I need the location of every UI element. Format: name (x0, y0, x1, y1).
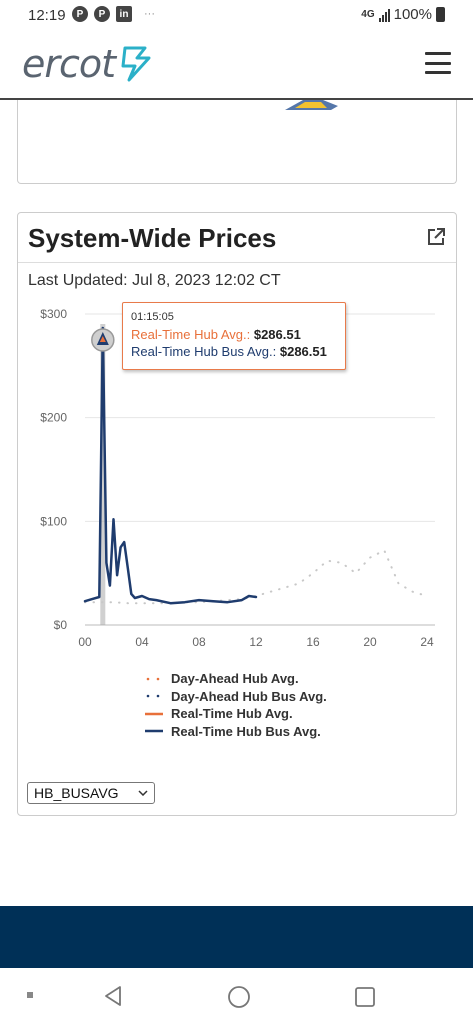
tooltip-label: Real-Time Hub Avg.: (131, 327, 251, 342)
status-time: 12:19 (28, 7, 66, 24)
signal-icon (378, 8, 390, 22)
card-title: System-Wide Prices (28, 223, 277, 253)
legend-item[interactable]: Day-Ahead Hub Bus Avg. (145, 688, 327, 706)
y-tick-label: $0 (54, 618, 68, 632)
tooltip-row-rt-hub-bus: Real-Time Hub Bus Avg.: $286.51 (131, 343, 337, 360)
legend-swatch-rt-hub-bus (145, 730, 163, 733)
chart-tooltip: 01:15:05 Real-Time Hub Avg.: $286.51 Rea… (122, 302, 346, 370)
map-fragment-icon (285, 100, 338, 110)
network-type: 4G (361, 9, 375, 20)
x-tick-label: 24 (420, 635, 434, 649)
card-divider (18, 262, 456, 263)
legend-swatch-da-hub-bus (146, 694, 160, 698)
legend-label: Real-Time Hub Bus Avg. (171, 723, 321, 739)
ercot-logo[interactable]: ercot (22, 42, 153, 86)
nav-dot-icon (27, 992, 33, 998)
logo-text: ercot (22, 42, 116, 86)
previous-card (17, 100, 457, 184)
legend-item[interactable]: Real-Time Hub Bus Avg. (145, 723, 327, 741)
tooltip-row-rt-hub: Real-Time Hub Avg.: $286.51 (131, 326, 337, 343)
external-link-icon[interactable] (426, 227, 446, 247)
battery-percent: 100% (393, 6, 432, 23)
tooltip-time: 01:15:05 (131, 311, 174, 323)
x-tick-label: 16 (306, 635, 320, 649)
x-tick-label: 04 (135, 635, 149, 649)
status-bar: 12:19 P P in ··· 4G 100% (0, 0, 473, 32)
x-tick-label: 08 (192, 635, 206, 649)
legend-swatch-da-hub (146, 677, 160, 681)
legend-label: Day-Ahead Hub Bus Avg. (171, 688, 327, 704)
legend-item[interactable]: Real-Time Hub Avg. (145, 705, 327, 723)
tooltip-label: Real-Time Hub Bus Avg.: (131, 344, 277, 359)
status-right: 4G 100% (361, 6, 445, 23)
hub-select[interactable]: HB_BUSAVG (27, 782, 155, 804)
chart-legend: Day-Ahead Hub Avg. Day-Ahead Hub Bus Avg… (145, 670, 327, 740)
last-updated: Last Updated: Jul 8, 2023 12:02 CT (28, 272, 281, 289)
x-tick-label: 00 (78, 635, 92, 649)
legend-label: Real-Time Hub Avg. (171, 706, 293, 722)
y-tick-label: $100 (40, 514, 67, 528)
y-tick-label: $200 (40, 411, 67, 425)
android-nav-bar (0, 968, 473, 1024)
pinterest-icon: P (72, 6, 88, 22)
peak-marker-hub (99, 335, 106, 342)
prices-chart[interactable]: $0 $100 $200 $300 00 04 08 12 16 20 24 (17, 290, 447, 660)
chevron-down-icon (138, 790, 148, 796)
tooltip-value: $286.51 (279, 344, 327, 359)
more-notifications-icon: ··· (144, 8, 155, 20)
site-footer (0, 906, 473, 968)
pinterest-icon: P (94, 6, 110, 22)
linkedin-icon: in (116, 6, 132, 22)
legend-item[interactable]: Day-Ahead Hub Avg. (145, 670, 327, 688)
tooltip-value: $286.51 (253, 327, 301, 342)
home-icon[interactable] (227, 985, 251, 1009)
notification-icons: P P in ··· (72, 6, 155, 22)
series-line (83, 326, 258, 605)
back-icon[interactable] (102, 985, 124, 1007)
legend-label: Day-Ahead Hub Avg. (171, 671, 299, 687)
battery-icon (436, 7, 445, 22)
legend-swatch-rt-hub (145, 712, 163, 715)
series-line (84, 549, 428, 605)
recents-icon[interactable] (354, 986, 376, 1008)
site-header: ercot (0, 32, 473, 100)
y-tick-label: $300 (40, 307, 67, 321)
x-tick-label: 12 (249, 635, 263, 649)
hamburger-menu-icon[interactable] (425, 52, 451, 74)
ercot-bolt-icon (121, 46, 151, 82)
hub-select-value: HB_BUSAVG (34, 785, 119, 801)
x-tick-label: 20 (363, 635, 377, 649)
